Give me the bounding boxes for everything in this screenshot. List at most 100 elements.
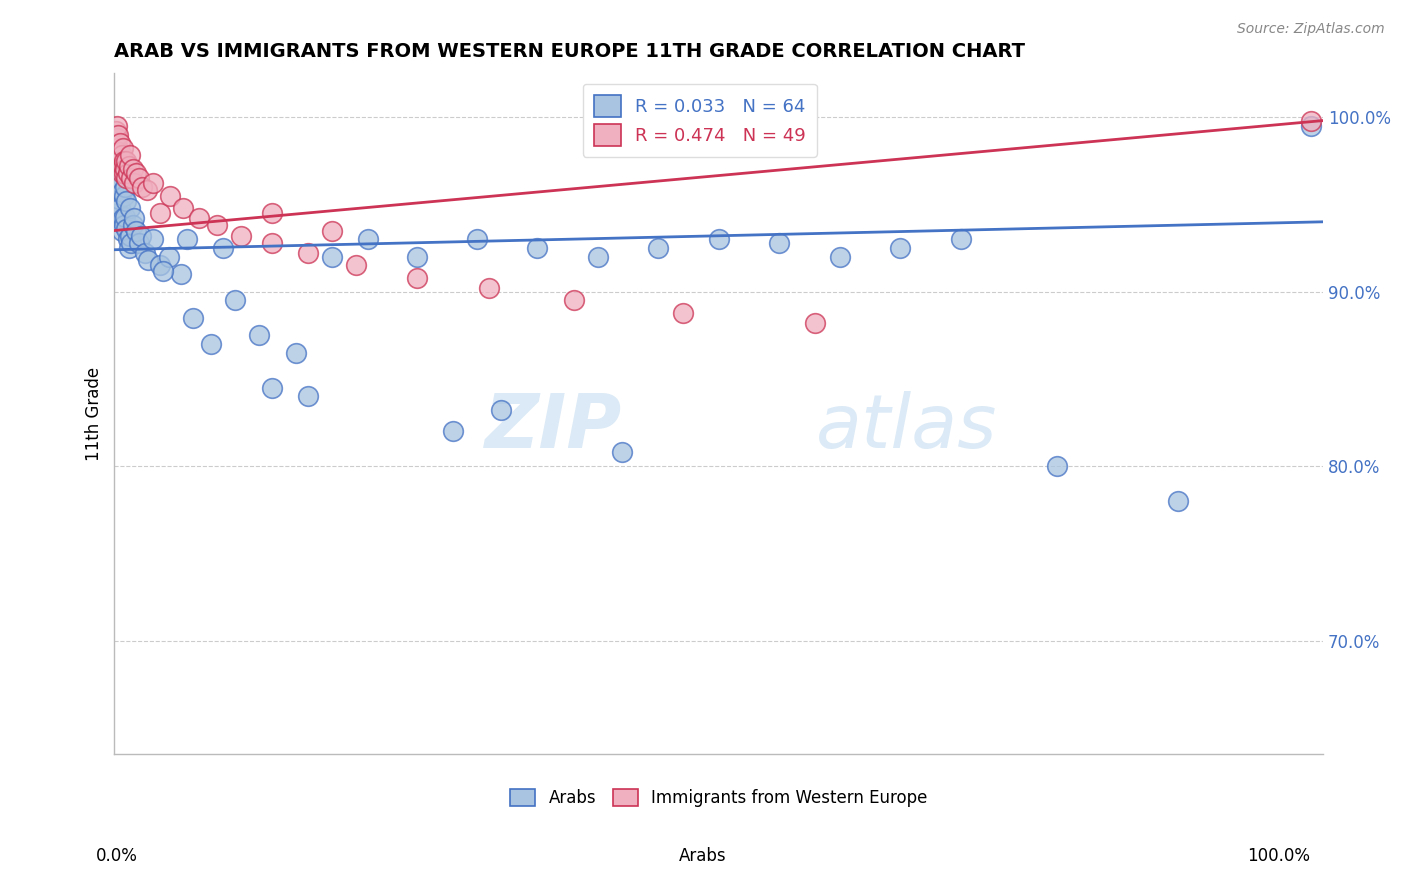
Point (344, 259, 367, 273)
Point (114, 162, 136, 177)
Point (321, 250, 343, 264)
Point (111, 223, 134, 237)
Point (111, 141, 134, 155)
Point (110, 153, 132, 168)
Point (112, 219, 135, 233)
Point (115, 221, 138, 235)
Point (121, 219, 143, 233)
Point (768, 235, 790, 250)
Point (115, 153, 138, 168)
Text: atlas: atlas (815, 392, 997, 464)
Point (526, 241, 548, 255)
Point (129, 228, 152, 243)
Point (104, 124, 127, 138)
Point (284, 345, 307, 359)
Point (115, 171, 138, 186)
Point (441, 424, 464, 438)
Point (149, 206, 172, 220)
Point (157, 250, 180, 264)
Point (117, 232, 139, 246)
Point (125, 166, 148, 180)
Point (1167, 494, 1189, 508)
Point (804, 316, 827, 330)
Y-axis label: 11th Grade: 11th Grade (86, 367, 103, 461)
Point (111, 159, 134, 173)
Point (104, 136, 127, 151)
Point (120, 201, 142, 215)
Point (357, 232, 380, 246)
Point (205, 219, 228, 233)
Point (176, 232, 198, 246)
Point (105, 148, 128, 162)
Text: Source: ZipAtlas.com: Source: ZipAtlas.com (1237, 22, 1385, 37)
Point (117, 166, 139, 180)
Point (128, 171, 150, 186)
Point (1299, 119, 1322, 133)
Point (231, 228, 253, 243)
Point (224, 293, 246, 308)
Point (108, 145, 131, 159)
Point (610, 445, 633, 459)
Point (136, 183, 159, 197)
Point (107, 153, 129, 168)
Point (111, 166, 134, 180)
Point (111, 211, 134, 226)
Point (949, 232, 972, 246)
Point (122, 211, 145, 226)
Point (1046, 459, 1069, 474)
Point (586, 250, 609, 264)
Point (118, 241, 141, 255)
Point (107, 206, 129, 220)
Point (112, 188, 135, 202)
Point (111, 166, 134, 180)
Point (111, 148, 134, 162)
Point (120, 171, 142, 186)
Point (108, 192, 131, 206)
Point (181, 310, 204, 325)
Text: ARAB VS IMMIGRANTS FROM WESTERN EUROPE 11TH GRADE CORRELATION CHART: ARAB VS IMMIGRANTS FROM WESTERN EUROPE 1… (114, 42, 1025, 61)
Text: Arabs: Arabs (679, 847, 727, 865)
Point (152, 263, 174, 277)
Point (321, 223, 343, 237)
Point (405, 250, 427, 264)
Point (489, 403, 512, 417)
Point (260, 235, 283, 250)
Point (112, 166, 135, 180)
Point (105, 131, 128, 145)
Point (249, 328, 271, 343)
Text: 100.0%: 100.0% (1247, 847, 1310, 865)
Point (142, 232, 165, 246)
Point (128, 235, 150, 250)
Point (828, 250, 851, 264)
Point (260, 381, 283, 395)
Point (122, 177, 145, 191)
Point (170, 267, 193, 281)
Point (159, 188, 181, 202)
Point (149, 259, 172, 273)
Point (405, 270, 427, 285)
Point (562, 293, 585, 308)
Point (134, 246, 156, 260)
Point (108, 215, 131, 229)
Point (114, 180, 136, 194)
Point (107, 183, 129, 197)
Point (110, 136, 132, 151)
Point (1299, 113, 1322, 128)
Point (104, 188, 127, 202)
Point (200, 337, 222, 351)
Point (120, 228, 142, 243)
Text: 0.0%: 0.0% (96, 847, 138, 865)
Point (478, 281, 501, 295)
Point (105, 119, 128, 133)
Point (188, 211, 211, 226)
Point (707, 232, 730, 246)
Point (172, 201, 194, 215)
Point (671, 305, 693, 319)
Point (125, 223, 148, 237)
Point (297, 246, 319, 260)
Point (110, 201, 132, 215)
Point (108, 159, 131, 173)
Point (107, 141, 129, 155)
Point (111, 185, 134, 199)
Point (110, 177, 132, 191)
